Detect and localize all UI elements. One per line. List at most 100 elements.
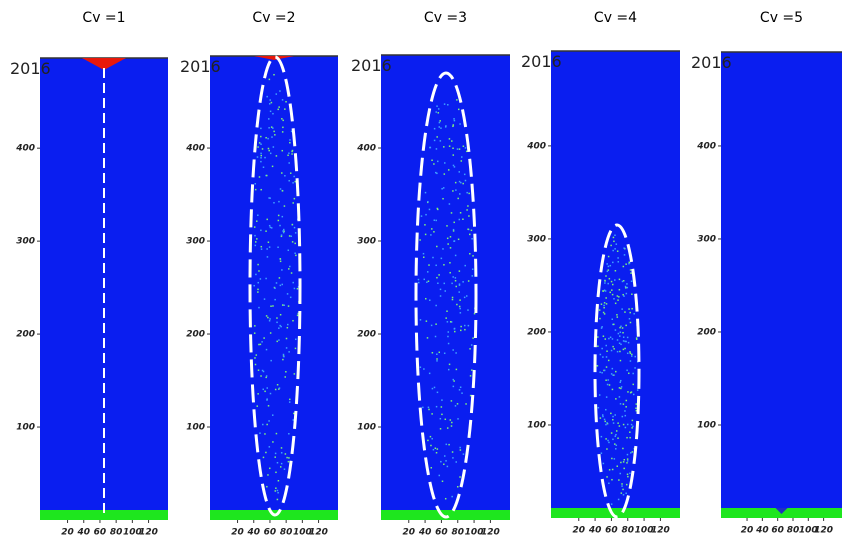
particle	[474, 313, 476, 315]
particle	[453, 386, 455, 388]
particle	[278, 215, 280, 217]
particle	[288, 433, 290, 435]
particle	[292, 282, 294, 284]
particle	[622, 281, 624, 283]
particle	[631, 424, 633, 426]
x-tick-label: 40	[755, 526, 769, 536]
particle	[464, 265, 466, 267]
particle	[606, 448, 608, 450]
particle	[620, 462, 622, 464]
particle	[603, 335, 605, 337]
particle	[269, 246, 271, 248]
particle	[278, 327, 280, 329]
particle	[614, 248, 616, 250]
particle	[276, 322, 278, 324]
particle	[472, 268, 474, 270]
particle	[631, 355, 633, 357]
particle	[418, 282, 420, 284]
particle	[276, 341, 278, 343]
particle	[618, 479, 620, 481]
particle	[447, 336, 449, 338]
particle	[430, 436, 432, 438]
particle	[466, 295, 468, 297]
particle	[255, 245, 257, 247]
particle	[278, 201, 280, 203]
particle	[612, 338, 614, 340]
particle	[443, 264, 445, 266]
particle	[282, 359, 284, 361]
particle	[627, 460, 629, 462]
particle	[628, 263, 630, 265]
particle	[440, 289, 442, 291]
particle	[285, 101, 287, 103]
particle	[292, 202, 294, 204]
particle	[468, 325, 470, 327]
particle	[435, 111, 437, 113]
particle	[464, 297, 466, 299]
plot-area	[551, 51, 680, 518]
y-tick-label: 100	[357, 423, 376, 433]
particle	[278, 220, 280, 222]
particle	[263, 166, 265, 168]
particle	[627, 458, 629, 460]
particle	[632, 451, 634, 453]
particle	[451, 400, 453, 402]
particle	[455, 461, 457, 463]
panel-title: Cv =4	[594, 10, 637, 26]
particle	[604, 302, 606, 304]
particle	[429, 373, 431, 375]
particle	[428, 409, 430, 411]
x-tick-label: 40	[246, 528, 260, 538]
particle	[462, 218, 464, 220]
particle	[627, 391, 629, 393]
particle	[613, 324, 615, 326]
particle	[605, 290, 607, 292]
particle	[618, 261, 620, 263]
particle	[266, 96, 268, 98]
particle	[254, 226, 256, 228]
particle	[423, 256, 425, 258]
particle	[612, 346, 614, 348]
x-tick-label: 120	[651, 526, 670, 536]
particle	[436, 353, 438, 355]
particle	[437, 209, 439, 211]
particle	[611, 432, 613, 434]
particle	[283, 354, 285, 356]
particle	[423, 368, 425, 370]
particle	[459, 193, 461, 195]
particle	[460, 386, 462, 388]
particle	[627, 476, 629, 478]
particle	[440, 295, 442, 297]
particle	[281, 269, 283, 271]
particle	[269, 446, 271, 448]
particle	[266, 175, 268, 177]
particle	[266, 375, 268, 377]
particle	[619, 335, 621, 337]
particle	[451, 140, 453, 142]
particle	[257, 289, 259, 291]
particle	[627, 353, 629, 355]
particle	[272, 441, 274, 443]
particle	[461, 392, 463, 394]
particle	[603, 305, 605, 307]
particle	[453, 154, 455, 156]
particle	[617, 257, 619, 259]
particle	[288, 351, 290, 353]
particle	[421, 215, 423, 217]
particle	[435, 172, 437, 174]
particle	[258, 344, 260, 346]
particle	[448, 169, 450, 171]
particle	[279, 325, 281, 327]
particle	[423, 253, 425, 255]
particle	[448, 331, 450, 333]
particle	[289, 139, 291, 141]
particle	[437, 161, 439, 163]
particle	[269, 79, 271, 81]
particle	[275, 389, 277, 391]
particle	[436, 136, 438, 138]
particle	[605, 379, 607, 381]
particle	[295, 232, 297, 234]
particle	[454, 240, 456, 242]
y-tick-label: 100	[697, 420, 716, 430]
particle	[625, 427, 627, 429]
